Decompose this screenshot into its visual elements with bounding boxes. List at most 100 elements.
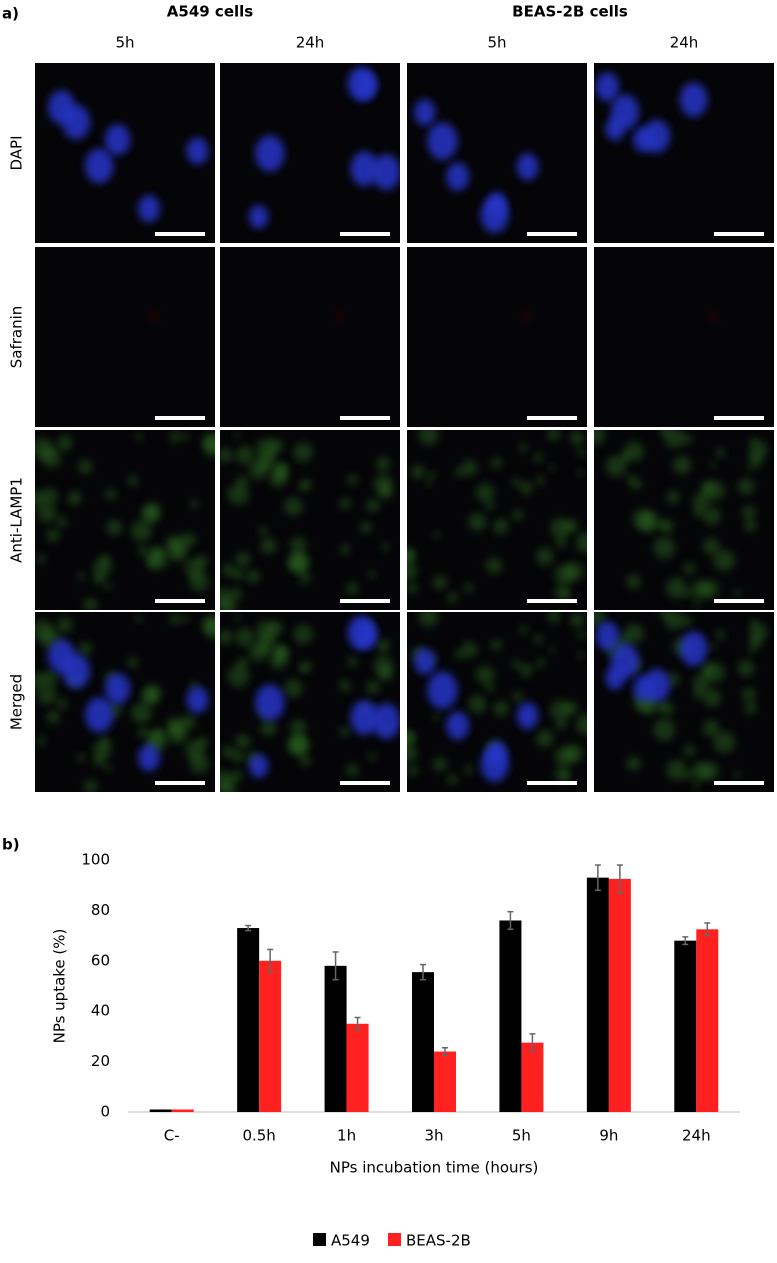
green-signal bbox=[658, 520, 667, 529]
green-signal bbox=[169, 725, 188, 745]
green-signal bbox=[454, 649, 464, 659]
image-content bbox=[35, 613, 215, 792]
nucleus bbox=[427, 122, 458, 160]
green-signal bbox=[77, 754, 86, 763]
green-signal bbox=[339, 498, 351, 510]
y-tick-label: 40 bbox=[91, 1002, 110, 1020]
green-signal bbox=[512, 691, 524, 703]
green-signal bbox=[715, 447, 726, 458]
green-signal bbox=[564, 743, 584, 763]
green-signal bbox=[570, 430, 585, 446]
micrograph bbox=[35, 247, 215, 427]
green-signal bbox=[690, 762, 710, 782]
nucleus bbox=[85, 697, 114, 733]
bar bbox=[521, 1042, 544, 1112]
green-signal bbox=[702, 537, 720, 555]
green-signal bbox=[36, 554, 46, 564]
green-signal bbox=[347, 474, 358, 485]
green-signal bbox=[143, 502, 162, 520]
nucleus bbox=[105, 673, 131, 705]
nucleus bbox=[347, 615, 376, 651]
green-signal bbox=[626, 756, 641, 771]
nucleus bbox=[138, 744, 160, 772]
row-label: DAPI bbox=[8, 135, 26, 170]
green-signal bbox=[37, 685, 57, 705]
error-bar bbox=[354, 1016, 361, 1031]
nucleus bbox=[446, 711, 470, 740]
green-signal bbox=[365, 498, 380, 513]
green-signal bbox=[293, 624, 314, 644]
x-tick-label: 24h bbox=[682, 1127, 711, 1145]
green-signal bbox=[744, 519, 757, 532]
micrograph bbox=[407, 612, 587, 792]
green-signal bbox=[138, 545, 150, 557]
nucleus bbox=[595, 621, 619, 651]
green-signal bbox=[683, 563, 695, 575]
green-signal bbox=[256, 633, 277, 654]
green-signal bbox=[299, 754, 311, 766]
bar bbox=[674, 940, 697, 1112]
green-signal bbox=[418, 430, 439, 445]
green-signal bbox=[269, 620, 284, 635]
green-signal bbox=[682, 616, 693, 627]
green-signal bbox=[227, 665, 250, 687]
micrograph bbox=[594, 247, 774, 427]
green-signal bbox=[381, 542, 390, 551]
green-signal bbox=[222, 563, 235, 577]
green-signal bbox=[702, 506, 721, 525]
green-signal bbox=[666, 759, 687, 781]
green-signal bbox=[709, 461, 716, 468]
nucleus bbox=[138, 195, 160, 223]
panel-label: b) bbox=[2, 836, 20, 854]
green-signal bbox=[284, 497, 303, 516]
green-signal bbox=[293, 442, 314, 462]
nucleus bbox=[255, 135, 285, 172]
green-signal bbox=[360, 521, 372, 534]
green-signal bbox=[432, 757, 447, 772]
green-signal bbox=[490, 457, 502, 469]
red-signal bbox=[523, 313, 531, 321]
bar bbox=[412, 972, 434, 1112]
bar bbox=[324, 965, 347, 1112]
error-bar bbox=[616, 864, 623, 894]
green-signal bbox=[100, 736, 111, 747]
micrograph bbox=[220, 63, 400, 243]
green-signal bbox=[733, 589, 741, 597]
panel-a: a) A549 cells BEAS-2B cells bbox=[2, 3, 628, 23]
green-signal bbox=[56, 516, 68, 528]
green-signal bbox=[512, 509, 524, 521]
micrograph bbox=[35, 612, 215, 792]
nucleus bbox=[350, 151, 379, 187]
legend-label: A549 bbox=[331, 1232, 370, 1250]
column-label: 5h bbox=[115, 34, 134, 52]
green-signal bbox=[220, 770, 233, 791]
green-signal bbox=[533, 453, 543, 463]
green-signal bbox=[300, 660, 312, 672]
green-signal bbox=[605, 455, 627, 477]
green-signal bbox=[737, 660, 755, 677]
y-tick-label: 0 bbox=[100, 1103, 110, 1121]
green-signal bbox=[230, 769, 243, 783]
green-signal bbox=[623, 623, 644, 644]
green-signal bbox=[519, 625, 528, 634]
nucleus bbox=[105, 124, 131, 156]
green-signal bbox=[346, 582, 359, 595]
green-signal bbox=[57, 617, 73, 633]
green-signal bbox=[626, 574, 641, 589]
green-signal bbox=[288, 734, 310, 756]
green-signal bbox=[664, 612, 685, 631]
green-signal bbox=[407, 764, 418, 776]
green-signal bbox=[407, 550, 415, 560]
green-signal bbox=[104, 764, 113, 772]
nucleus bbox=[186, 137, 209, 165]
green-signal bbox=[290, 537, 307, 554]
green-signal bbox=[375, 638, 391, 654]
green-signal bbox=[485, 500, 495, 511]
green-signal bbox=[683, 745, 695, 757]
green-signal bbox=[666, 490, 680, 504]
y-tick-label: 20 bbox=[91, 1052, 110, 1070]
y-tick-label: 60 bbox=[91, 951, 110, 969]
error-bar bbox=[682, 936, 689, 946]
green-signal bbox=[575, 531, 587, 554]
green-signal bbox=[135, 614, 143, 623]
